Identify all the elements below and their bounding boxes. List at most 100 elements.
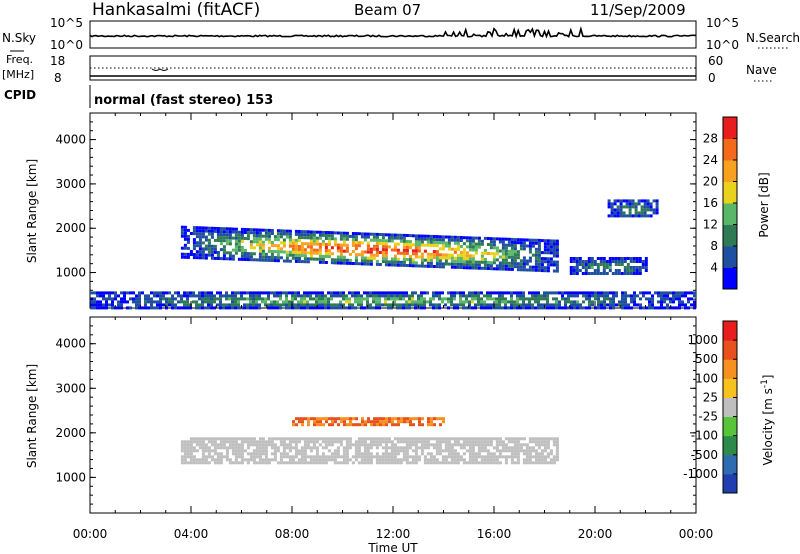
data-cell	[291, 256, 295, 260]
data-cell	[327, 297, 330, 301]
data-cell	[285, 256, 289, 260]
data-cell	[324, 303, 327, 307]
data-cell	[195, 461, 199, 465]
data-cell	[660, 291, 663, 295]
data-cell	[363, 446, 367, 450]
data-cell	[642, 294, 645, 298]
data-cell	[369, 291, 372, 295]
data-cell	[180, 446, 184, 450]
data-cell	[213, 452, 217, 456]
data-cell	[543, 443, 547, 447]
data-cell	[471, 257, 475, 261]
data-cell	[450, 458, 454, 462]
data-cell	[369, 306, 372, 310]
data-cell	[261, 249, 265, 253]
data-cell	[369, 440, 373, 444]
data-cell	[522, 458, 526, 462]
data-cell	[333, 452, 337, 456]
data-cell	[459, 257, 463, 260]
data-cell	[333, 440, 337, 444]
data-cell	[453, 306, 456, 310]
data-cell	[606, 294, 609, 298]
data-cell	[516, 297, 519, 301]
data-cell	[429, 258, 433, 262]
data-cell	[213, 300, 216, 304]
data-cell	[429, 461, 433, 465]
data-cell	[321, 306, 324, 310]
data-cell	[417, 458, 421, 462]
data-cell	[225, 306, 228, 310]
data-cell	[405, 306, 408, 310]
data-cell	[528, 300, 531, 304]
data-cell	[441, 449, 445, 453]
data-cell	[375, 437, 379, 441]
data-cell	[447, 235, 451, 239]
data-cell	[402, 440, 406, 444]
data-cell	[273, 446, 277, 450]
data-cell	[354, 455, 358, 459]
data-cell	[231, 230, 235, 234]
data-cell	[351, 244, 355, 247]
data-cell	[387, 233, 391, 237]
data-cell	[186, 306, 189, 310]
data-cell	[309, 306, 312, 310]
data-cell	[318, 236, 322, 240]
data-cell	[600, 291, 603, 295]
data-cell	[288, 250, 292, 254]
data-cell	[572, 257, 576, 260]
data-cell	[243, 449, 247, 453]
data-cell	[405, 443, 409, 447]
data-cell	[261, 258, 265, 262]
data-cell	[255, 297, 258, 301]
data-cell	[438, 303, 441, 307]
data-cell	[189, 291, 192, 295]
data-cell	[225, 458, 229, 462]
data-cell	[513, 291, 516, 295]
data-cell	[240, 257, 244, 261]
data-cell	[603, 303, 606, 307]
data-cell	[195, 449, 199, 453]
data-cell	[474, 306, 477, 310]
data-cell	[588, 300, 591, 304]
data-cell	[543, 248, 547, 252]
power-colorbar-label: Power [dB]	[757, 172, 771, 237]
data-cell	[408, 258, 412, 262]
data-cell	[366, 259, 370, 263]
data-cell	[150, 303, 153, 307]
data-cell	[498, 443, 502, 447]
data-cell	[210, 306, 213, 310]
data-cell	[108, 291, 111, 295]
data-cell	[471, 449, 475, 453]
data-cell	[513, 250, 517, 254]
data-cell	[528, 458, 532, 462]
data-cell	[264, 228, 268, 232]
data-cell	[613, 199, 617, 203]
data-cell	[306, 461, 310, 465]
data-cell	[477, 461, 481, 465]
data-cell	[552, 242, 556, 246]
data-cell	[325, 420, 328, 424]
data-cell	[297, 437, 301, 441]
data-cell	[396, 297, 399, 301]
data-cell	[663, 297, 666, 301]
data-cell	[522, 247, 526, 251]
data-cell	[189, 250, 193, 253]
data-cell	[381, 260, 385, 264]
data-cell	[351, 262, 355, 265]
data-cell	[394, 423, 397, 427]
data-cell	[611, 260, 615, 263]
data-cell	[334, 417, 337, 421]
data-cell	[483, 248, 487, 252]
data-cell	[642, 291, 645, 295]
data-cell	[183, 234, 187, 238]
data-cell	[528, 238, 532, 242]
data-cell	[207, 241, 211, 245]
data-cell	[225, 446, 229, 450]
data-cell	[474, 236, 478, 240]
data-cell	[360, 294, 363, 298]
data-cell	[474, 294, 477, 298]
data-cell	[198, 440, 202, 444]
data-cell	[321, 452, 325, 456]
data-cell	[339, 243, 343, 247]
data-cell	[607, 199, 611, 203]
